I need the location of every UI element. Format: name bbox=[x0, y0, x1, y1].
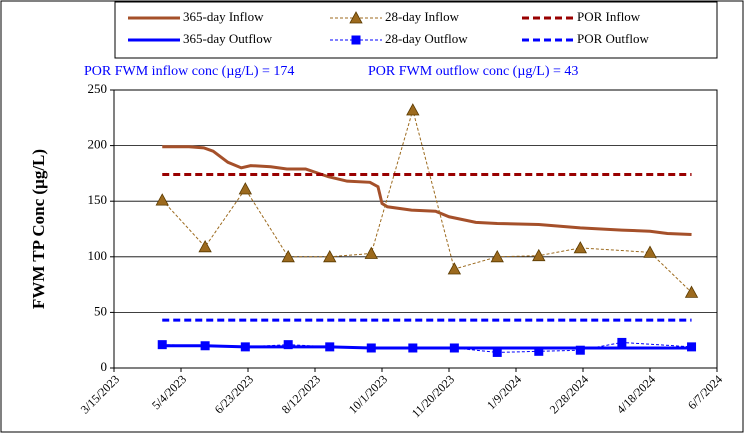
marker bbox=[408, 343, 418, 353]
marker bbox=[283, 340, 293, 350]
marker bbox=[406, 103, 420, 116]
legend-label: POR Outflow bbox=[577, 31, 649, 46]
y-tick-label: 150 bbox=[88, 192, 108, 207]
marker bbox=[449, 343, 459, 353]
marker bbox=[238, 182, 252, 195]
marker bbox=[351, 35, 361, 45]
marker bbox=[157, 340, 167, 350]
marker bbox=[575, 345, 585, 355]
marker bbox=[684, 285, 699, 298]
marker bbox=[617, 337, 627, 347]
marker bbox=[573, 241, 587, 254]
marker bbox=[364, 246, 378, 259]
marker bbox=[643, 245, 657, 258]
legend-label: 365-day Outflow bbox=[183, 31, 273, 46]
y-tick-label: 50 bbox=[94, 303, 107, 318]
marker bbox=[349, 11, 363, 24]
marker bbox=[323, 249, 337, 263]
marker bbox=[532, 248, 546, 262]
marker bbox=[198, 239, 212, 253]
marker bbox=[281, 249, 295, 263]
marker bbox=[687, 342, 697, 352]
annotation: POR FWM outflow conc (µg/L) = 43 bbox=[368, 64, 578, 79]
marker bbox=[366, 343, 376, 353]
marker bbox=[325, 342, 335, 352]
marker bbox=[200, 341, 210, 351]
marker bbox=[447, 262, 462, 275]
marker bbox=[492, 347, 502, 357]
y-axis-label: FWM TP Conc (µg/L) bbox=[29, 149, 48, 309]
legend-label: POR Inflow bbox=[577, 9, 641, 24]
plot-area bbox=[113, 89, 718, 369]
marker bbox=[155, 193, 169, 206]
y-tick-label: 100 bbox=[88, 248, 108, 263]
series-line bbox=[162, 145, 692, 237]
annotation: POR FWM inflow conc (µg/L) = 174 bbox=[84, 64, 294, 79]
legend-label: 28-day Outflow bbox=[385, 31, 468, 46]
marker bbox=[490, 249, 504, 263]
y-tick-label: 200 bbox=[88, 137, 108, 152]
marker bbox=[240, 342, 250, 352]
marker bbox=[534, 346, 544, 356]
legend-label: 365-day Inflow bbox=[183, 9, 264, 24]
legend-label: 28-day Inflow bbox=[385, 9, 460, 24]
legend-box bbox=[114, 1, 718, 59]
y-tick-label: 0 bbox=[101, 359, 108, 374]
y-tick-label: 250 bbox=[88, 81, 108, 96]
